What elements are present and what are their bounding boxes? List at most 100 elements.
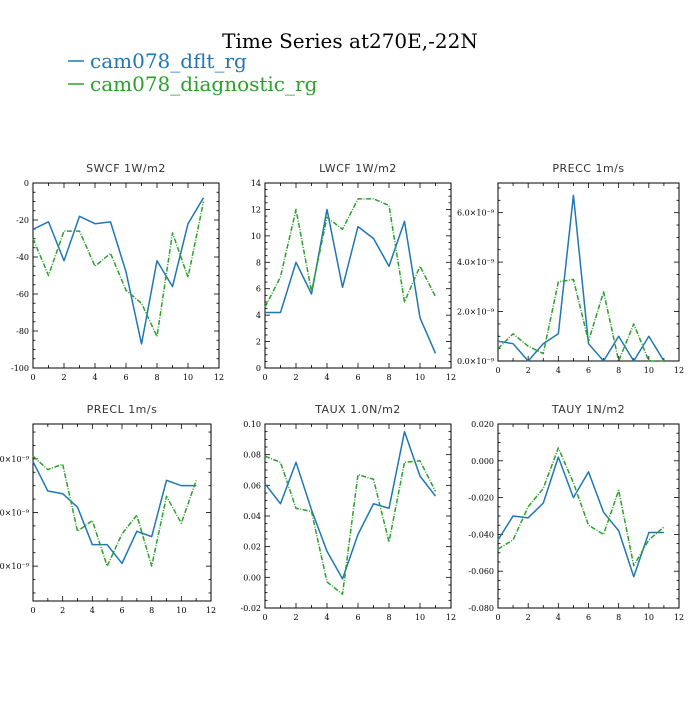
y-tick-label: 0.00 [243,573,261,582]
panel-title: SWCF 1W/m2 [86,162,166,175]
x-tick-label: 8 [386,373,391,382]
x-tick-label: 2 [526,613,531,622]
series-line-dflt [497,456,664,578]
y-tick-label: 0.10 [243,420,261,429]
x-tick-label: 8 [616,366,621,375]
x-tick-label: 10 [644,613,654,622]
y-tick-label: 0.020 [471,420,494,429]
x-tick-label: 6 [355,613,360,622]
series-line-diagnostic [264,198,437,308]
y-tick-label: 4 [256,311,261,320]
x-tick-label: 8 [149,606,154,615]
series-line-diagnostic [32,455,197,567]
y-tick-label: -60 [16,290,29,299]
plot-frame [264,182,452,369]
y-tick-label: 2.0×10⁻⁹ [457,308,495,317]
y-tick-label: 10 [251,232,261,241]
y-tick-label: -0.02 [240,604,261,613]
legend-label-diagnostic: cam078_diagnostic_rg [90,72,318,96]
y-tick-label: 4.0×10⁻⁹ [457,258,495,267]
x-tick-label: 8 [386,613,391,622]
panel-4: TAUX 1.0N/m2 0 2 4 6 8 10 12 -0.02 0.00 0.02 0.04 0.… [240,403,456,622]
panel-0: SWCF 1W/m2 0 2 4 6 8 10 12 -100 -80 -60 -40 -20 0 [11,162,224,382]
y-tick-label: -40 [16,253,29,262]
y-tick-label: -0.020 [468,494,494,503]
x-tick-label: 6 [586,613,591,622]
y-tick-label: -100 [11,364,29,373]
x-tick-label: 4 [324,613,329,622]
panel-3: PRECL 1m/s 0 2 4 6 8 10 12 2.0×10⁻⁹ 4.0×10⁻⁹ 6.0×1… [0,403,216,615]
y-tick-label: 0 [256,364,261,373]
figure-title: Time Series at270E,-22N [222,29,478,53]
y-tick-label: 0.08 [243,451,261,460]
x-tick-label: 2 [293,373,298,382]
panel-title: TAUY 1N/m2 [551,403,625,416]
x-tick-label: 0 [262,373,267,382]
x-tick-label: 4 [324,373,329,382]
x-tick-label: 6 [123,373,128,382]
x-tick-label: 4 [92,373,97,382]
panel-5: TAUY 1N/m2 0 2 4 6 8 10 12 -0.080 -0.060 -0.040 -0.… [468,403,684,622]
series-line-dflt [32,197,205,345]
x-tick-label: 12 [446,373,456,382]
y-tick-label: 6.0×10⁻⁹ [0,455,30,464]
series-line-dflt [264,430,437,580]
x-tick-label: 4 [90,606,95,615]
y-tick-label: 4.0×10⁻⁹ [0,509,30,518]
x-tick-label: 12 [214,373,224,382]
x-tick-label: 2 [526,366,531,375]
series-line-diagnostic [497,447,665,567]
x-tick-label: 12 [206,606,216,615]
x-tick-label: 2 [293,613,298,622]
y-tick-label: -20 [16,216,29,225]
y-tick-label: 6.0×10⁻⁹ [457,209,495,218]
x-tick-label: 10 [183,373,193,382]
panel-2: PRECC 1m/s 0 2 4 6 8 10 12 0.0×10⁻⁹ 2.0×10⁻⁹ 4.0×1… [457,162,684,375]
plot-frame [32,182,220,369]
y-tick-label: 0.04 [243,512,261,521]
x-tick-label: 0 [30,606,35,615]
series-line-dflt [265,208,437,354]
x-tick-label: 12 [674,613,684,622]
x-tick-label: 0 [495,366,500,375]
plot-frame [497,182,680,362]
x-tick-label: 12 [674,366,684,375]
y-tick-label: 6 [256,285,261,294]
x-tick-label: 0 [262,613,267,622]
x-tick-label: 12 [446,613,456,622]
y-tick-label: 2 [256,338,261,347]
x-tick-label: 10 [176,606,186,615]
panel-title: PRECL 1m/s [87,403,158,416]
x-tick-label: 6 [355,373,360,382]
y-tick-label: 2.0×10⁻⁹ [0,562,30,571]
x-tick-label: 0 [30,373,35,382]
series-line-dflt [497,194,665,362]
panel-title: PRECC 1m/s [552,162,624,175]
series-line-diagnostic [264,455,437,595]
legend-label-dflt: cam078_dflt_rg [90,49,247,73]
y-tick-label: -0.040 [468,530,494,539]
y-tick-label: 0.02 [243,543,261,552]
x-tick-label: 8 [616,613,621,622]
x-tick-label: 10 [415,613,425,622]
plot-frame [497,423,680,609]
x-tick-label: 6 [119,606,124,615]
panel-title: TAUX 1.0N/m2 [314,403,401,416]
x-tick-label: 0 [495,613,500,622]
y-tick-label: 8 [256,258,261,267]
x-tick-label: 10 [644,366,654,375]
plot-frame [264,423,452,609]
x-tick-label: 6 [586,366,591,375]
x-tick-label: 4 [556,366,561,375]
y-tick-label: -80 [16,327,29,336]
y-tick-label: -0.060 [468,567,494,576]
y-tick-label: 0 [24,179,29,188]
y-tick-label: 0.0×10⁻⁹ [457,357,495,366]
y-tick-label: 0.000 [471,457,494,466]
series-line-dflt [32,461,197,565]
panel-title: LWCF 1W/m2 [319,162,397,175]
panel-1: LWCF 1W/m2 0 2 4 6 8 10 12 0 2 4 6 8 10 12 14 [251,162,456,382]
panels: SWCF 1W/m2 0 2 4 6 8 10 12 -100 -80 -60 -40 -20 0 LWCF… [0,162,684,622]
y-tick-label: 0.06 [243,481,261,490]
